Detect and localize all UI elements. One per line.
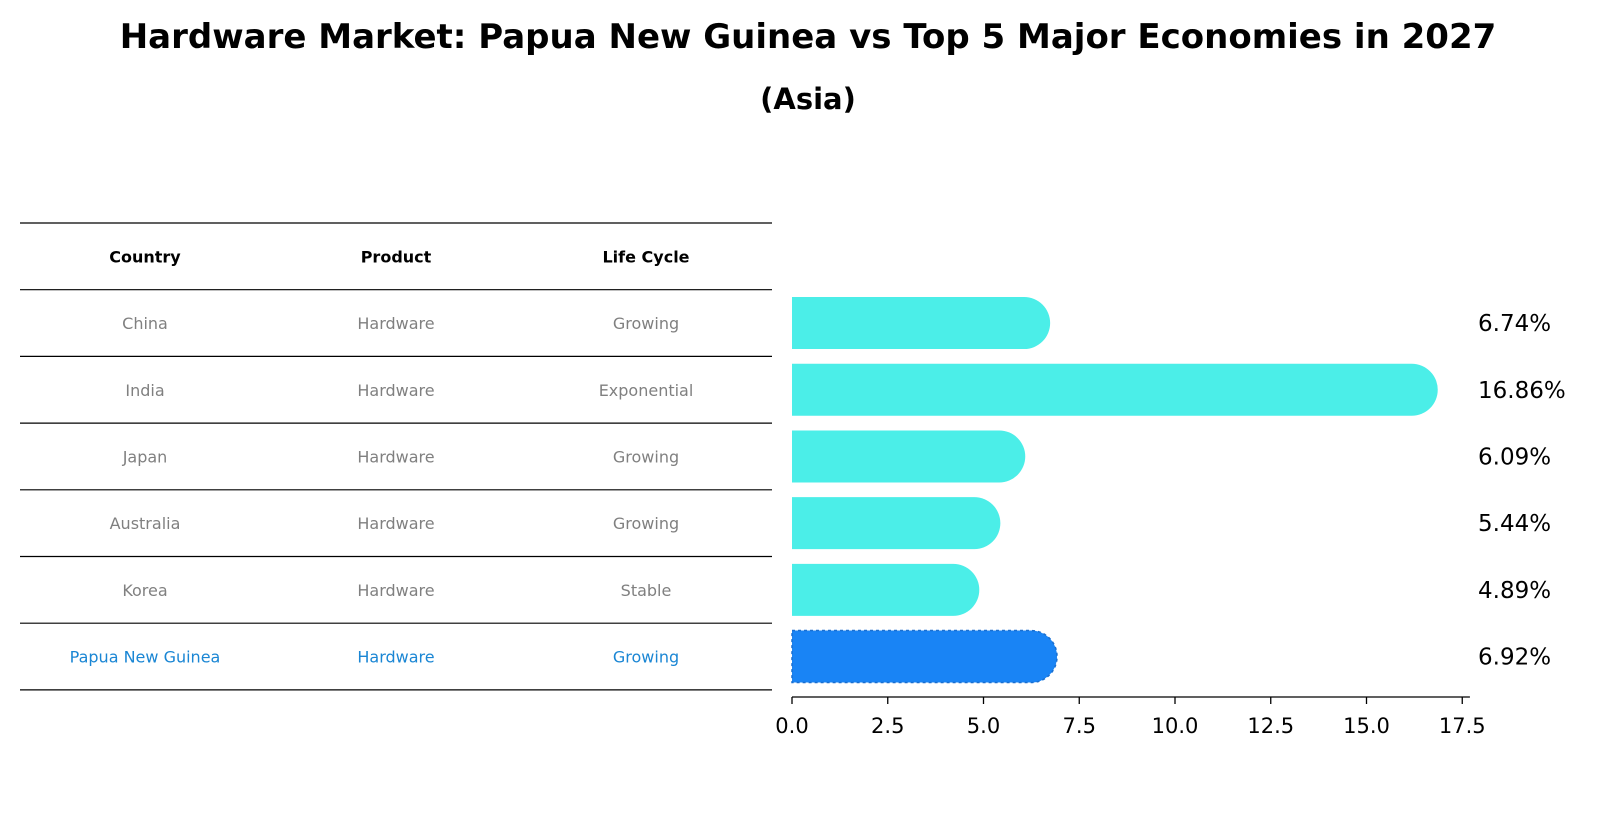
- chart-title: Hardware Market: Papua New Guinea vs Top…: [120, 17, 1497, 57]
- value-label: 6.92%: [1478, 645, 1551, 671]
- value-label: 16.86%: [1478, 378, 1566, 404]
- bar: [792, 497, 1001, 550]
- table-cell: Hardware: [357, 381, 434, 400]
- data-table: Country Product Life Cycle China Hardware Gro…: [20, 222, 772, 691]
- table-header: Product: [361, 247, 432, 266]
- table-cell: Stable: [621, 581, 672, 600]
- x-tick-label: 5.0: [967, 714, 1000, 738]
- table-cell: Growing: [613, 314, 679, 333]
- x-tick-label: 7.5: [1063, 714, 1096, 738]
- table-cell: Japan: [122, 447, 168, 466]
- value-label: 5.44%: [1478, 511, 1551, 537]
- table-cell: Hardware: [357, 648, 434, 667]
- table-cell: China: [122, 314, 168, 333]
- table-cell: India: [125, 381, 164, 400]
- table-cell: Hardware: [357, 314, 434, 333]
- value-label: 4.89%: [1478, 578, 1551, 604]
- table-cell: Papua New Guinea: [70, 648, 221, 667]
- table-cell: Hardware: [357, 447, 434, 466]
- bar-series: [791, 297, 1438, 684]
- x-tick-label: 12.5: [1247, 714, 1294, 738]
- table-cell: Australia: [110, 514, 181, 533]
- x-tick-label: 10.0: [1152, 714, 1199, 738]
- table-cell: Hardware: [357, 514, 434, 533]
- table-cell: Korea: [122, 581, 167, 600]
- bar: [792, 297, 1051, 350]
- table-header: Country: [109, 247, 181, 266]
- value-label: 6.74%: [1478, 311, 1551, 337]
- x-tick-label: 2.5: [871, 714, 904, 738]
- x-tick-label: 15.0: [1343, 714, 1390, 738]
- value-label: 6.09%: [1478, 444, 1551, 470]
- table-cell: Growing: [613, 514, 679, 533]
- table-header: Life Cycle: [602, 247, 689, 266]
- bar: [792, 563, 980, 616]
- x-axis: 0.0 2.5 5.0 7.5 10.0 12.5 15.0 17.5: [775, 696, 1486, 738]
- table-cell: Growing: [613, 447, 679, 466]
- bar: [792, 363, 1438, 416]
- x-tick-label: 0.0: [775, 714, 808, 738]
- bar-highlight: [791, 629, 1058, 684]
- table-cell: Growing: [613, 648, 679, 667]
- table-cell: Exponential: [599, 381, 694, 400]
- chart-subtitle: (Asia): [760, 82, 856, 116]
- table-cell: Hardware: [357, 581, 434, 600]
- x-tick-label: 17.5: [1439, 714, 1486, 738]
- bar: [792, 430, 1026, 483]
- value-labels: 6.74% 16.86% 6.09% 5.44% 4.89% 6.92%: [1478, 311, 1566, 671]
